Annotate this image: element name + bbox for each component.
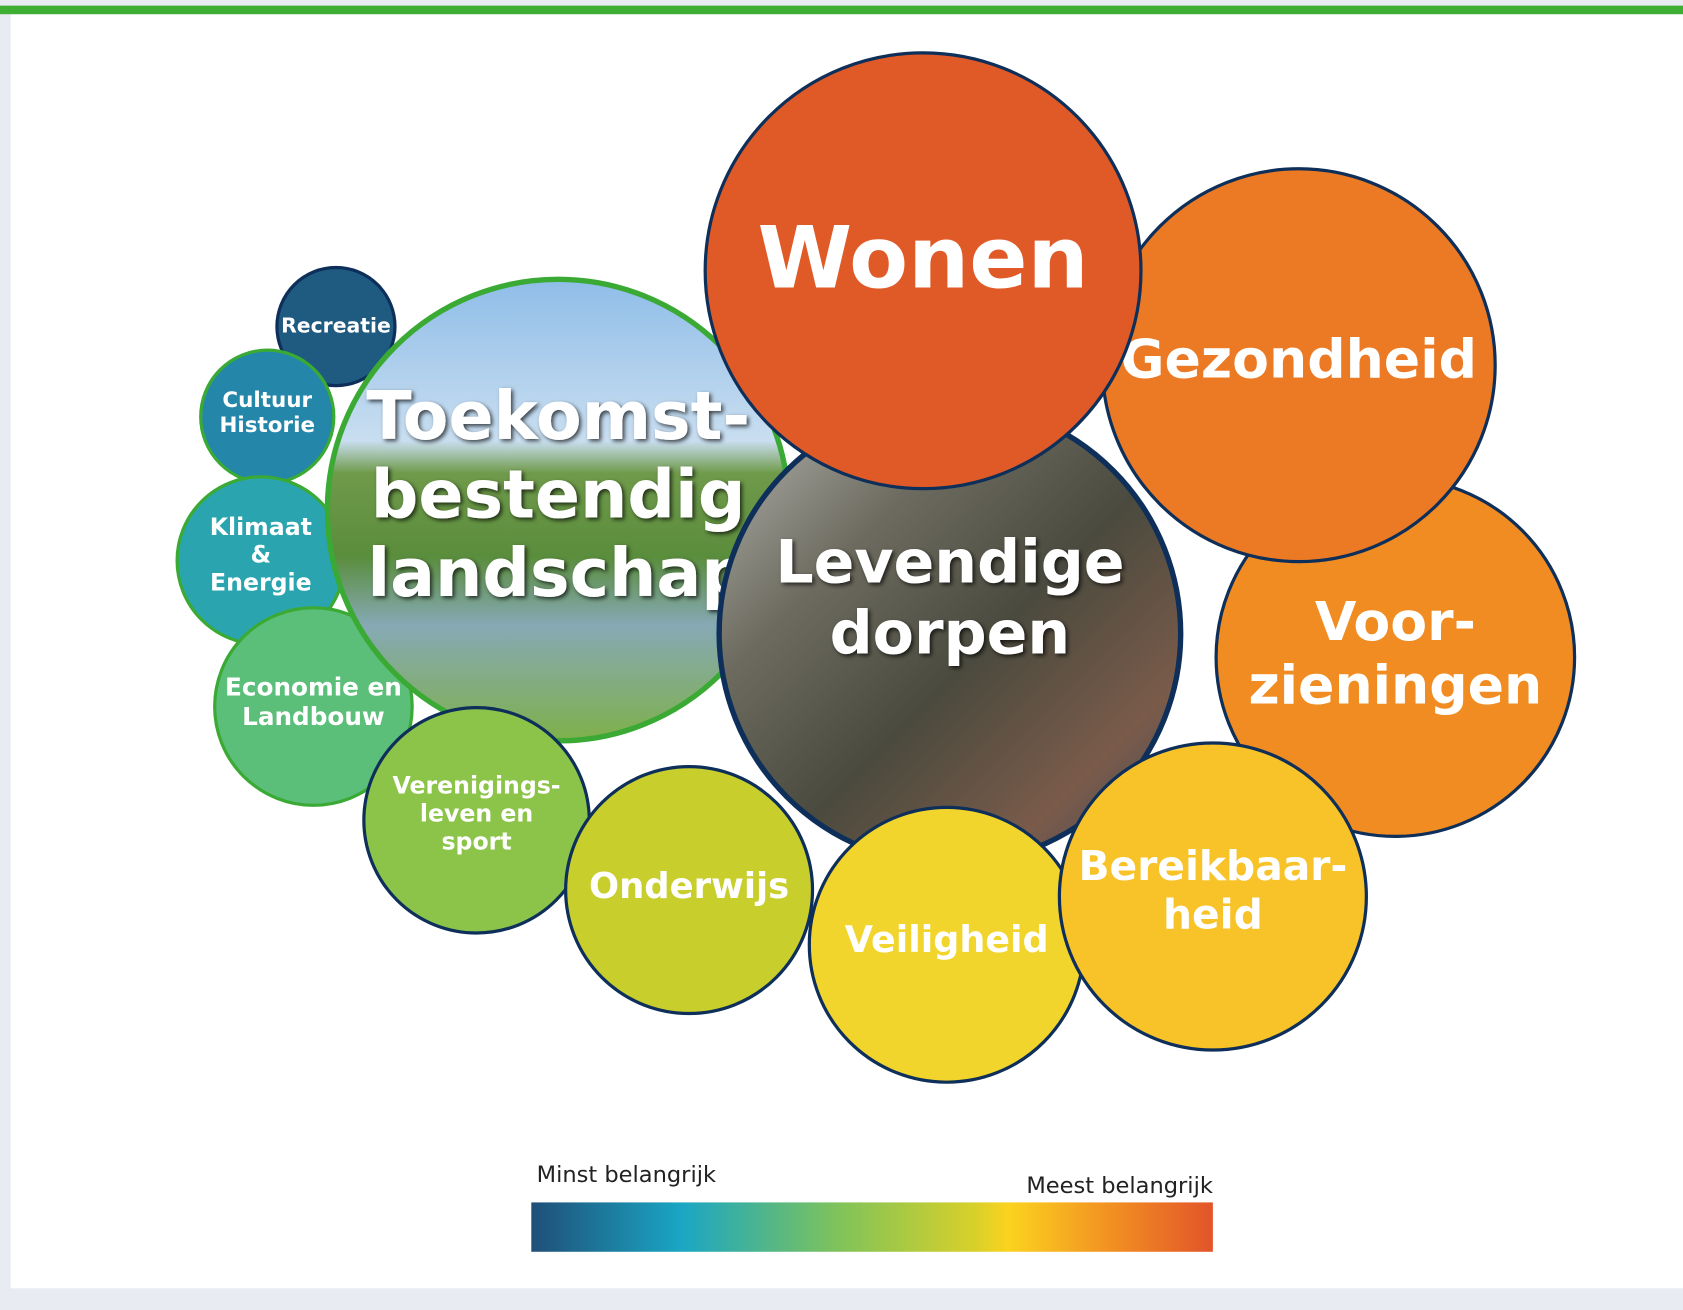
bubble-circle	[703, 51, 1143, 491]
bubble-label: landschap	[367, 534, 749, 612]
legend-max: Meest belangrijk	[1026, 1173, 1213, 1199]
bubble-label: Historie	[219, 413, 315, 438]
legend-min: Minst belangrijk	[537, 1162, 716, 1188]
bubble-label: Levendige	[775, 527, 1124, 597]
bubble-label: Economie en	[225, 673, 402, 702]
bubble: Onderwijs	[564, 765, 815, 1016]
bubble-label: Energie	[210, 569, 312, 597]
bubble-label: Landbouw	[242, 702, 385, 731]
bubble-label: Veiligheid	[845, 918, 1049, 961]
bubble: Bereikbaar-heid	[1057, 741, 1368, 1052]
bubble-label: &	[251, 541, 272, 569]
bubble-label: Bereikbaar-	[1078, 842, 1347, 890]
bubble: Recreatie	[275, 265, 397, 388]
bubble-circle	[564, 765, 815, 1016]
bubble-label: Wonen	[758, 209, 1089, 309]
bubble-label: Cultuur	[222, 388, 312, 413]
bubble-label: zieningen	[1248, 653, 1542, 716]
bubble: Gezondheid	[1100, 167, 1497, 564]
bubble-label: Gezondheid	[1120, 328, 1477, 391]
bubble-label: heid	[1163, 890, 1263, 938]
bubble-label: Verenigings-	[393, 772, 561, 800]
bubbles: RecreatieCultuurHistorieKlimaat&EnergieE…	[175, 51, 1577, 1084]
bubble: Wonen	[703, 51, 1143, 491]
bubble-label: Toekomst-	[366, 377, 750, 455]
color-scale	[531, 1202, 1213, 1252]
bubble-label: leven en	[420, 799, 533, 827]
bubble-label: bestendig	[371, 455, 746, 533]
bubble: Klimaat&Energie	[175, 475, 347, 646]
bubble-label: Klimaat	[210, 513, 312, 541]
bubble-label: sport	[442, 827, 512, 855]
bubble-label: Recreatie	[281, 314, 391, 338]
bubble-label: Voor-	[1315, 590, 1476, 653]
bubble: Voor-zieningen	[1214, 476, 1577, 839]
bubble-circle	[275, 265, 397, 388]
bubble-label: Onderwijs	[589, 866, 789, 907]
legend: Minst belangrijk Meest belangrijk	[531, 1162, 1213, 1252]
bubble: Veiligheid	[807, 805, 1086, 1084]
bubble-label: dorpen	[830, 598, 1071, 668]
bubble-circle	[213, 606, 414, 807]
top-bar	[0, 5, 1683, 15]
bubble-circle	[1057, 741, 1368, 1052]
